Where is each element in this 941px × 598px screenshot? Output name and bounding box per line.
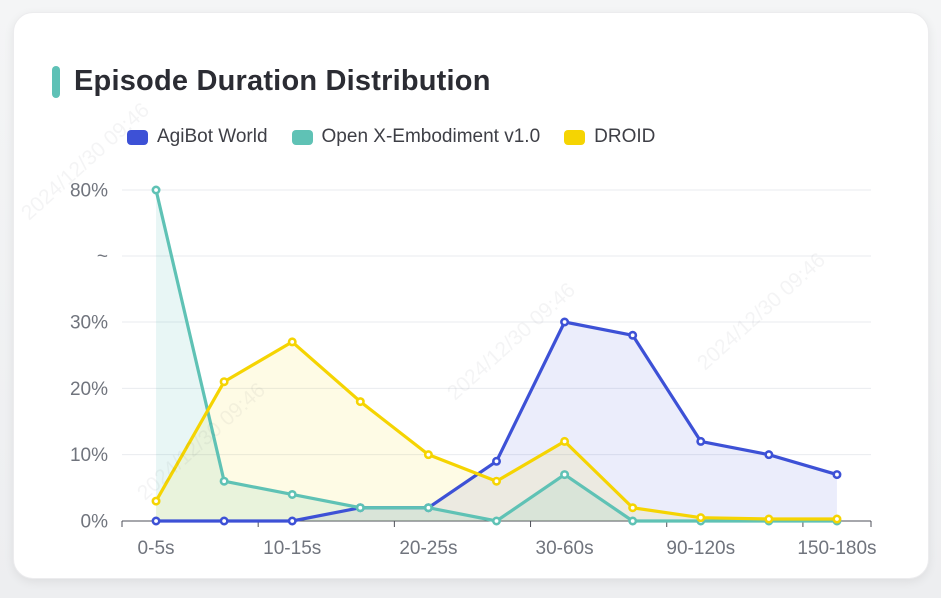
agibot-world-marker [560,317,570,327]
open-x-embodiment-v1-0-area [156,190,837,521]
open-x-embodiment-v1-0-marker [491,516,501,526]
droid-marker [696,513,706,523]
droid-area [156,341,837,521]
y-axis-label: 0% [81,512,109,533]
agibot-world-marker [219,516,229,526]
agibot-world-marker [764,450,774,460]
x-axis-label: 20-25s [399,538,457,559]
droid-marker [355,397,365,407]
droid-marker [219,377,229,387]
x-axis-label: 150-180s [797,538,876,559]
chart-legend: AgiBot World Open X-Embodiment v1.0 DROID [127,126,655,148]
legend-item-open-x-embodiment-v1-0[interactable]: Open X-Embodiment v1.0 [291,126,541,148]
x-axis-label: 30-60s [536,538,594,559]
legend-label: Open X-Embodiment v1.0 [321,126,541,147]
droid-marker [423,450,433,460]
y-axis-label: 20% [70,379,108,400]
droid-marker [151,496,161,506]
droid-marker [287,337,297,347]
x-axis-label: 0-5s [138,538,175,559]
legend-swatch-agibot-world [127,129,148,145]
page-title: Episode Duration Distribution [74,65,491,97]
agibot-world-marker [151,516,161,526]
y-axis-label: ~ [97,247,108,268]
droid-marker [560,436,570,446]
agibot-world-marker [832,470,842,480]
agibot-world-area [156,322,837,521]
legend-label: DROID [594,126,656,147]
open-x-embodiment-v1-0-marker [151,185,161,195]
droid-marker [628,503,638,513]
y-axis-label: 30% [70,313,108,334]
y-axis-label: 10% [70,445,108,466]
legend-swatch-droid [564,129,586,145]
droid-marker [491,476,501,486]
x-axis-label: 10-15s [263,538,321,559]
open-x-embodiment-v1-0-marker [423,503,433,513]
legend-item-agibot-world[interactable]: AgiBot World [127,126,268,148]
droid-marker [764,514,774,524]
legend-item-droid[interactable]: DROID [564,126,655,148]
open-x-embodiment-v1-0-marker [219,476,229,486]
legend-swatch-open-x-embodiment-v1-0 [291,129,313,145]
open-x-embodiment-v1-0-marker [355,503,365,513]
droid-marker [832,514,842,524]
open-x-embodiment-v1-0-marker [287,489,297,499]
title-accent-bar [52,65,60,98]
agibot-world-marker [628,330,638,340]
agibot-world-marker [287,516,297,526]
agibot-world-marker [696,436,706,446]
agibot-world-marker [491,456,501,466]
open-x-embodiment-v1-0-marker [628,516,638,526]
legend-label: AgiBot World [157,126,268,147]
open-x-embodiment-v1-0-marker [560,470,570,480]
y-axis-label: 80% [70,181,108,202]
card-header: Episode Duration Distribution [52,65,491,98]
x-axis-label: 90-120s [666,538,735,559]
